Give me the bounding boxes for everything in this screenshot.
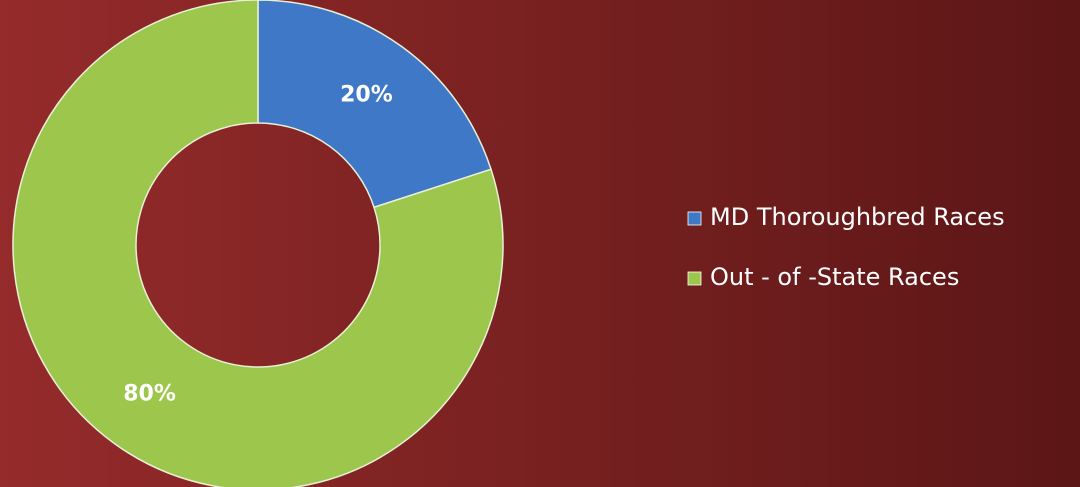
donut-slice (257, 0, 492, 209)
legend-label: MD Thoroughbred Races (710, 203, 1005, 231)
legend-label: Out - of -State Races (710, 263, 959, 291)
data-label: 20% (340, 83, 393, 108)
legend-swatch (687, 211, 702, 226)
legend: MD Thoroughbred Races Out - of -State Rac… (687, 203, 1005, 291)
data-label: 80% (123, 381, 176, 406)
donut-slice (12, 0, 504, 487)
donut: 20% 80% (12, 0, 504, 487)
legend-swatch (687, 271, 702, 286)
